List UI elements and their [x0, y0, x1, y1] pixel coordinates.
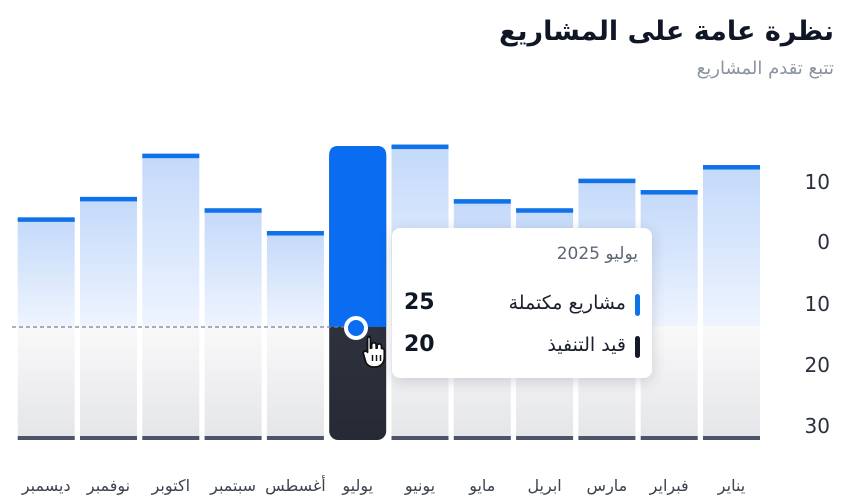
chart-subtitle: تتبع تقدم المشاريع: [696, 58, 834, 79]
bar-in-progress-cap: [266, 436, 324, 440]
y-tick-label: 10: [805, 170, 830, 194]
bar-group-8[interactable]: [266, 231, 324, 440]
x-tick-label: يونيو: [404, 476, 435, 496]
x-tick-label: اكتوبر: [151, 476, 190, 496]
bar-completed-cap: [266, 231, 324, 236]
chart-tooltip: يوليو 2025 مشاريع مكتملة 25 قيد التنفيذ …: [392, 228, 652, 378]
x-tick-label: سبتمبر: [209, 476, 256, 496]
bar-in-progress[interactable]: [17, 326, 75, 440]
bar-in-progress[interactable]: [80, 326, 137, 440]
bar-group-11[interactable]: [80, 196, 137, 440]
y-tick-label: 10: [805, 292, 830, 316]
bar-in-progress[interactable]: [142, 326, 200, 440]
tooltip-value: 25: [404, 290, 435, 315]
bar-in-progress[interactable]: [266, 326, 324, 440]
bar-group-1[interactable]: [703, 165, 760, 440]
x-tick-label: يناير: [717, 476, 745, 496]
bar-completed[interactable]: [266, 231, 324, 326]
tooltip-row-completed: مشاريع مكتملة 25: [392, 290, 652, 318]
bar-in-progress-cap: [640, 436, 698, 440]
bar-completed[interactable]: [204, 208, 262, 326]
tooltip-date: يوليو 2025: [556, 244, 638, 264]
x-tick-label: ديسمبر: [21, 476, 71, 496]
tooltip-label: مشاريع مكتملة: [508, 292, 626, 314]
bar-in-progress-cap: [453, 436, 511, 440]
hover-point[interactable]: [344, 316, 368, 340]
bar-in-progress[interactable]: [204, 326, 262, 440]
bar-group-7[interactable]: [329, 146, 387, 440]
bar-completed[interactable]: [703, 165, 760, 326]
bar-completed-cap: [204, 208, 262, 213]
x-tick-label: نوفمبر: [86, 476, 130, 496]
tooltip-row-in-progress: قيد التنفيذ 20: [392, 332, 652, 360]
tooltip-label: قيد التنفيذ: [547, 334, 626, 356]
bar-in-progress-cap: [142, 436, 200, 440]
x-tick-label: فبراير: [649, 476, 689, 496]
bar-completed[interactable]: [142, 153, 200, 326]
bar-completed-cap: [578, 178, 636, 184]
bar-group-9[interactable]: [204, 208, 262, 440]
bar-in-progress-cap: [17, 436, 75, 440]
bar-in-progress-cap: [703, 436, 760, 440]
bar-completed-cap: [391, 144, 449, 150]
y-tick-label: 30: [805, 414, 830, 438]
bar-completed-cap: [453, 199, 511, 204]
bar-in-progress-cap: [204, 436, 262, 440]
bar-group-12[interactable]: [17, 217, 75, 440]
bar-completed[interactable]: [329, 146, 387, 327]
bar-completed-cap: [80, 196, 137, 202]
bar-in-progress-cap: [391, 436, 449, 440]
bar-completed-cap: [640, 190, 698, 195]
x-tick-label: مارس: [587, 476, 628, 496]
x-tick-label: ابريل: [527, 476, 561, 496]
bar-in-progress-cap: [578, 436, 636, 440]
bar-in-progress-cap: [516, 436, 574, 440]
in-progress-marker-icon: [635, 336, 640, 358]
bar-in-progress[interactable]: [703, 326, 760, 440]
bar-completed[interactable]: [17, 217, 75, 326]
bar-group-10[interactable]: [142, 153, 200, 440]
bar-completed-cap: [703, 165, 760, 170]
completed-marker-icon: [635, 294, 640, 316]
x-tick-label: أغسطس: [265, 475, 326, 496]
x-tick-label: مايو: [468, 476, 495, 496]
x-tick-label: يوليو: [341, 476, 373, 496]
bar-completed-cap: [142, 153, 200, 159]
y-tick-label: 20: [805, 353, 830, 377]
chart-title: نظرة عامة على المشاريع: [498, 16, 834, 47]
bar-completed-cap: [17, 217, 75, 222]
tooltip-value: 20: [404, 332, 435, 357]
y-tick-label: 0: [817, 230, 830, 254]
bar-in-progress-cap: [80, 436, 137, 440]
bar-completed-cap: [516, 208, 574, 213]
bar-completed[interactable]: [80, 196, 137, 326]
hand-pointer-icon: [361, 334, 387, 372]
